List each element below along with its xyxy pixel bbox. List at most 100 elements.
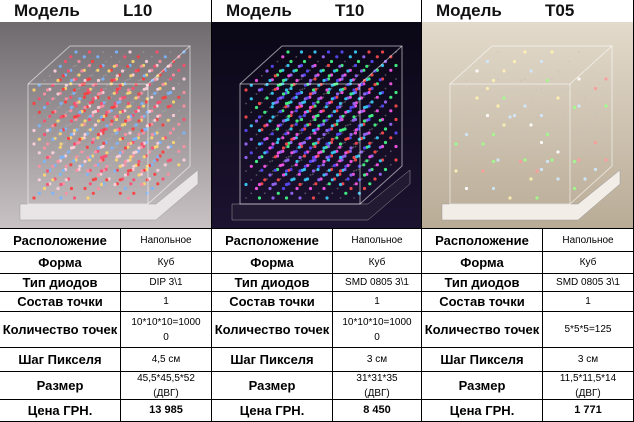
led [91,74,94,76]
led [96,132,101,137]
led [134,123,138,127]
led [362,119,367,123]
led [375,109,379,113]
led [137,132,141,137]
led [394,158,398,162]
led [164,150,167,153]
spec-value: Напольное [543,229,633,251]
led [295,132,299,137]
led [101,77,105,81]
led [78,128,80,130]
led [114,158,119,162]
led [563,170,565,172]
led [93,163,98,168]
spec-value-text: Куб [579,257,597,268]
led [273,168,277,172]
led [322,136,325,139]
led [150,55,153,58]
led [368,155,372,159]
led [150,95,154,99]
led [327,132,330,134]
led [142,87,146,91]
led [255,174,258,176]
led [270,64,274,68]
led [331,165,334,168]
led [67,110,70,113]
led [287,155,290,158]
led [284,88,289,92]
led [556,150,560,154]
led [322,119,326,123]
led [497,51,499,53]
led [126,88,131,92]
spec-label-text: Расположение [13,232,107,248]
led [353,50,358,54]
led [519,106,522,109]
led [481,169,485,173]
led [166,145,170,149]
led [48,114,52,118]
led [80,150,84,154]
led [539,113,544,118]
led [325,159,328,162]
spec-label: Состав точки [212,292,333,311]
led [164,123,167,126]
led [284,101,289,106]
led [254,186,259,191]
led [89,142,92,145]
led [298,119,301,122]
led [524,132,526,134]
led [491,78,496,83]
led [375,163,379,167]
led [167,132,170,135]
led [311,196,316,200]
led [51,164,55,168]
led [357,168,360,171]
led [353,197,355,199]
led [368,159,370,161]
led [156,155,160,159]
led [94,70,97,72]
led [326,90,331,95]
spec-value: SMD 0805 3\1 [333,274,421,291]
led [295,119,299,123]
led [287,88,290,91]
led [75,145,77,148]
led [105,178,109,182]
led [150,136,154,140]
led [257,128,262,133]
led [389,82,393,86]
led [286,63,290,68]
led [311,155,316,160]
led [140,159,143,162]
led [132,191,136,195]
led [338,182,343,187]
model-header: Модель T10 [212,0,421,22]
led [70,174,73,176]
led [129,145,131,148]
led [137,146,141,150]
led [332,109,337,114]
led [344,84,347,87]
led [360,178,363,180]
led [140,101,144,106]
led [546,187,549,190]
led [311,101,316,106]
led [263,137,267,141]
led [383,127,388,131]
led [156,87,160,91]
led [394,104,398,108]
led [111,133,113,136]
led [140,78,143,81]
led [572,186,577,191]
led [362,96,365,99]
led [163,55,167,59]
spec-label-text: Количество точек [214,322,330,337]
led [140,132,143,135]
led [535,169,539,173]
spec-label: Расположение [422,229,543,251]
led [567,60,570,63]
led [297,145,301,149]
led [317,151,321,155]
led [254,105,259,110]
